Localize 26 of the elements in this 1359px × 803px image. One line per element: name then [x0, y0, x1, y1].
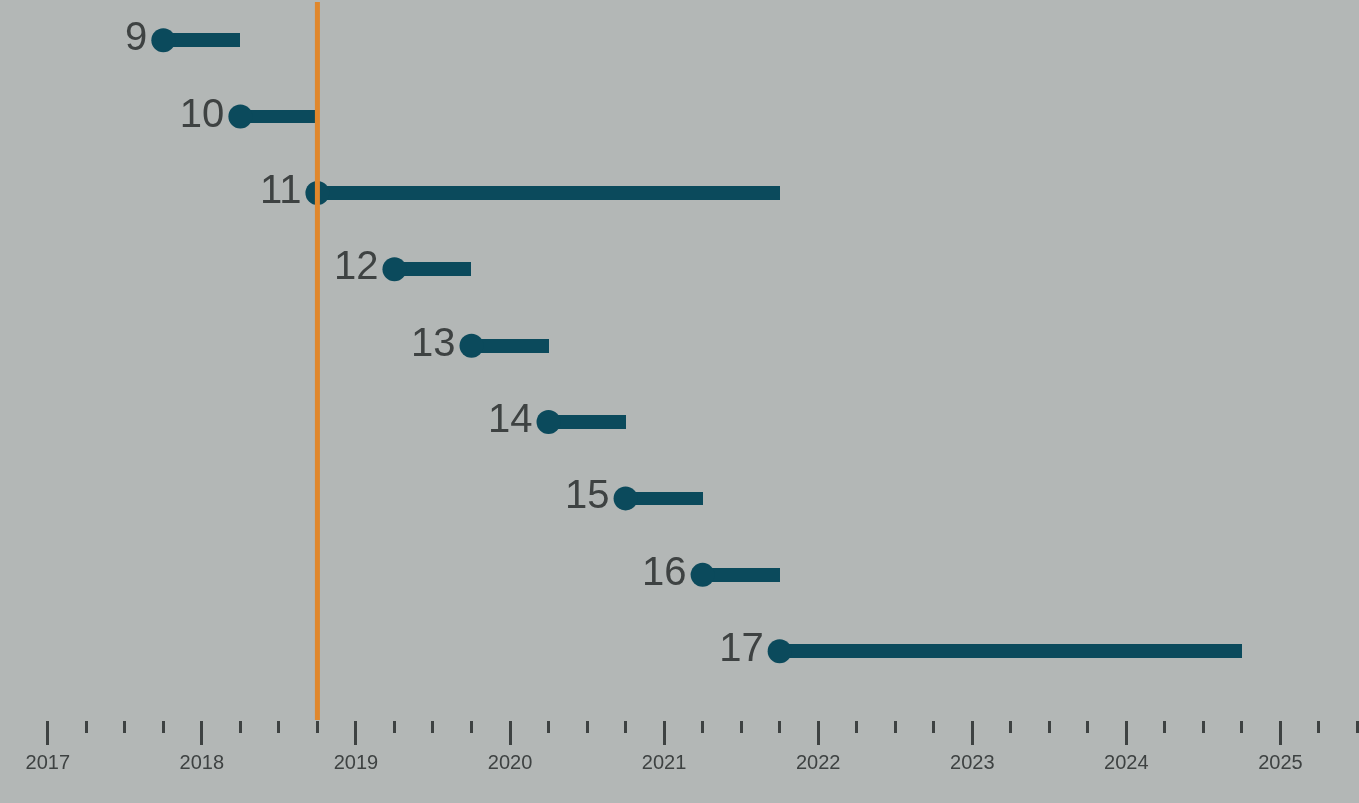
- point: [151, 28, 176, 53]
- y-tick-label: 16: [642, 548, 687, 593]
- point: [767, 639, 792, 664]
- x-tick-label: 2020: [487, 751, 533, 773]
- point: [613, 486, 638, 511]
- x-tick-label: 2021: [641, 751, 687, 773]
- point: [459, 333, 484, 358]
- x-tick-label: 2025: [1258, 751, 1303, 773]
- y-tick-label: 14: [488, 396, 533, 441]
- y-tick-label: 10: [179, 90, 225, 135]
- point: [536, 410, 561, 435]
- x-tick-label: 2019: [333, 751, 379, 773]
- y-tick-label: 11: [259, 166, 302, 211]
- y-tick-label: 9: [125, 14, 148, 59]
- y-tick-label: 13: [410, 319, 456, 364]
- point: [228, 104, 253, 129]
- x-tick-label: 2022: [795, 751, 841, 773]
- y-tick-label: 17: [719, 625, 764, 670]
- x-tick-label: 2024: [1104, 751, 1149, 773]
- x-tick-label: 2023: [950, 751, 995, 773]
- y-tick-label: 12: [333, 243, 379, 288]
- y-tick-label: 15: [565, 472, 610, 517]
- x-tick-label: 2017: [25, 751, 71, 773]
- point: [690, 562, 715, 587]
- x-tick-label: 2018: [179, 751, 225, 773]
- point: [382, 257, 407, 282]
